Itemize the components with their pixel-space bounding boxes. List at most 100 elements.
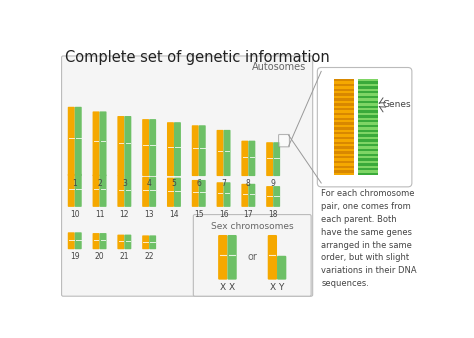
Bar	[357, 113, 378, 115]
Bar	[334, 113, 354, 115]
FancyBboxPatch shape	[149, 119, 156, 176]
Bar	[334, 151, 354, 154]
Bar	[334, 118, 354, 120]
Bar	[334, 122, 354, 125]
Bar	[334, 103, 354, 105]
FancyBboxPatch shape	[68, 174, 75, 207]
Text: 21: 21	[119, 252, 129, 261]
FancyBboxPatch shape	[241, 184, 248, 207]
Text: 22: 22	[145, 252, 154, 261]
FancyBboxPatch shape	[224, 130, 230, 176]
Text: 16: 16	[219, 210, 228, 219]
Bar	[357, 122, 378, 125]
Bar	[357, 84, 378, 86]
FancyBboxPatch shape	[174, 122, 181, 176]
Bar	[357, 103, 378, 105]
Text: 9: 9	[271, 179, 275, 188]
Bar	[334, 156, 354, 159]
Text: For each chromosome
pair, one comes from
each parent. Both
have the same genes
a: For each chromosome pair, one comes from…	[321, 189, 417, 288]
FancyBboxPatch shape	[248, 141, 255, 176]
FancyBboxPatch shape	[266, 142, 273, 176]
FancyBboxPatch shape	[167, 122, 174, 176]
Text: 15: 15	[194, 210, 203, 219]
Bar	[334, 146, 354, 149]
Text: or: or	[247, 252, 257, 262]
FancyBboxPatch shape	[75, 174, 82, 207]
Bar	[334, 79, 354, 175]
FancyBboxPatch shape	[224, 182, 230, 207]
Text: 7: 7	[221, 179, 226, 188]
Text: 1: 1	[73, 179, 77, 188]
FancyBboxPatch shape	[167, 178, 174, 207]
Bar	[334, 132, 354, 135]
FancyBboxPatch shape	[149, 235, 156, 249]
Text: Sex chromosomes: Sex chromosomes	[211, 221, 293, 231]
FancyBboxPatch shape	[92, 233, 100, 249]
Bar	[357, 118, 378, 120]
Bar	[334, 84, 354, 86]
Text: 18: 18	[268, 210, 278, 219]
FancyBboxPatch shape	[217, 182, 224, 207]
Bar	[334, 98, 354, 101]
FancyBboxPatch shape	[92, 112, 100, 176]
Text: 19: 19	[70, 252, 80, 261]
Bar	[334, 161, 354, 163]
FancyBboxPatch shape	[273, 142, 280, 176]
Bar	[357, 89, 378, 91]
FancyBboxPatch shape	[92, 174, 100, 207]
Text: 20: 20	[95, 252, 104, 261]
FancyBboxPatch shape	[279, 135, 290, 147]
Bar	[334, 142, 354, 144]
Text: X X: X X	[220, 283, 235, 292]
Bar	[334, 79, 354, 81]
Bar	[357, 127, 378, 129]
Bar	[357, 161, 378, 163]
FancyBboxPatch shape	[118, 116, 124, 176]
FancyBboxPatch shape	[174, 178, 181, 207]
FancyBboxPatch shape	[124, 175, 131, 207]
Bar	[357, 166, 378, 168]
Text: 14: 14	[169, 210, 179, 219]
Text: 11: 11	[95, 210, 104, 219]
FancyBboxPatch shape	[273, 186, 280, 207]
Bar	[357, 142, 378, 144]
Bar	[357, 94, 378, 96]
FancyBboxPatch shape	[118, 175, 124, 207]
Bar	[357, 132, 378, 135]
Text: 4: 4	[147, 179, 152, 188]
FancyBboxPatch shape	[75, 107, 82, 176]
Text: 12: 12	[119, 210, 129, 219]
Bar	[334, 170, 354, 173]
Text: X Y: X Y	[270, 283, 284, 292]
FancyBboxPatch shape	[192, 125, 199, 176]
Bar	[357, 146, 378, 149]
Bar	[334, 166, 354, 168]
Bar	[357, 98, 378, 101]
Bar	[357, 156, 378, 159]
Text: 17: 17	[244, 210, 253, 219]
FancyBboxPatch shape	[199, 125, 206, 176]
Bar	[357, 79, 378, 175]
FancyBboxPatch shape	[241, 141, 248, 176]
FancyBboxPatch shape	[100, 233, 107, 249]
FancyBboxPatch shape	[62, 56, 313, 296]
FancyBboxPatch shape	[192, 180, 199, 207]
FancyBboxPatch shape	[100, 174, 107, 207]
FancyBboxPatch shape	[124, 235, 131, 249]
Text: 10: 10	[70, 210, 80, 219]
FancyBboxPatch shape	[268, 235, 277, 280]
Text: 5: 5	[172, 179, 176, 188]
FancyBboxPatch shape	[118, 235, 124, 249]
FancyBboxPatch shape	[199, 180, 206, 207]
FancyBboxPatch shape	[277, 256, 286, 280]
Bar	[334, 94, 354, 96]
Text: 13: 13	[145, 210, 154, 219]
FancyBboxPatch shape	[100, 112, 107, 176]
Text: 2: 2	[97, 179, 102, 188]
FancyBboxPatch shape	[142, 119, 149, 176]
Text: Autosomes: Autosomes	[251, 62, 306, 72]
Bar	[357, 170, 378, 173]
FancyBboxPatch shape	[142, 235, 149, 249]
Text: 8: 8	[246, 179, 251, 188]
FancyBboxPatch shape	[248, 184, 255, 207]
